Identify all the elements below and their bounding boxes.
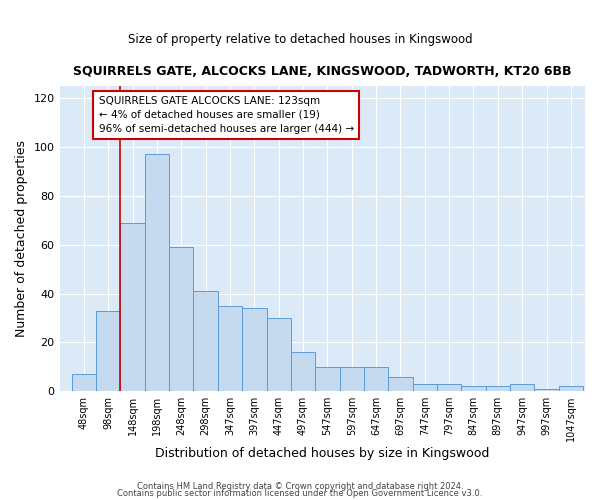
- Bar: [437, 384, 461, 391]
- Bar: [242, 308, 266, 391]
- Bar: [364, 367, 388, 391]
- Bar: [266, 318, 291, 391]
- Bar: [145, 154, 169, 391]
- Bar: [340, 367, 364, 391]
- Bar: [169, 247, 193, 391]
- Bar: [193, 291, 218, 391]
- Bar: [121, 223, 145, 391]
- Bar: [461, 386, 485, 391]
- Text: Contains public sector information licensed under the Open Government Licence v3: Contains public sector information licen…: [118, 489, 482, 498]
- Bar: [388, 376, 413, 391]
- X-axis label: Distribution of detached houses by size in Kingswood: Distribution of detached houses by size …: [155, 447, 490, 460]
- Bar: [413, 384, 437, 391]
- Bar: [96, 310, 121, 391]
- Y-axis label: Number of detached properties: Number of detached properties: [15, 140, 28, 337]
- Text: Contains HM Land Registry data © Crown copyright and database right 2024.: Contains HM Land Registry data © Crown c…: [137, 482, 463, 491]
- Bar: [510, 384, 535, 391]
- Bar: [535, 389, 559, 391]
- Bar: [72, 374, 96, 391]
- Title: SQUIRRELS GATE, ALCOCKS LANE, KINGSWOOD, TADWORTH, KT20 6BB: SQUIRRELS GATE, ALCOCKS LANE, KINGSWOOD,…: [73, 65, 572, 78]
- Bar: [485, 386, 510, 391]
- Bar: [291, 352, 315, 391]
- Text: Size of property relative to detached houses in Kingswood: Size of property relative to detached ho…: [128, 32, 472, 46]
- Bar: [559, 386, 583, 391]
- Text: SQUIRRELS GATE ALCOCKS LANE: 123sqm
← 4% of detached houses are smaller (19)
96%: SQUIRRELS GATE ALCOCKS LANE: 123sqm ← 4%…: [98, 96, 353, 134]
- Bar: [218, 306, 242, 391]
- Bar: [315, 367, 340, 391]
